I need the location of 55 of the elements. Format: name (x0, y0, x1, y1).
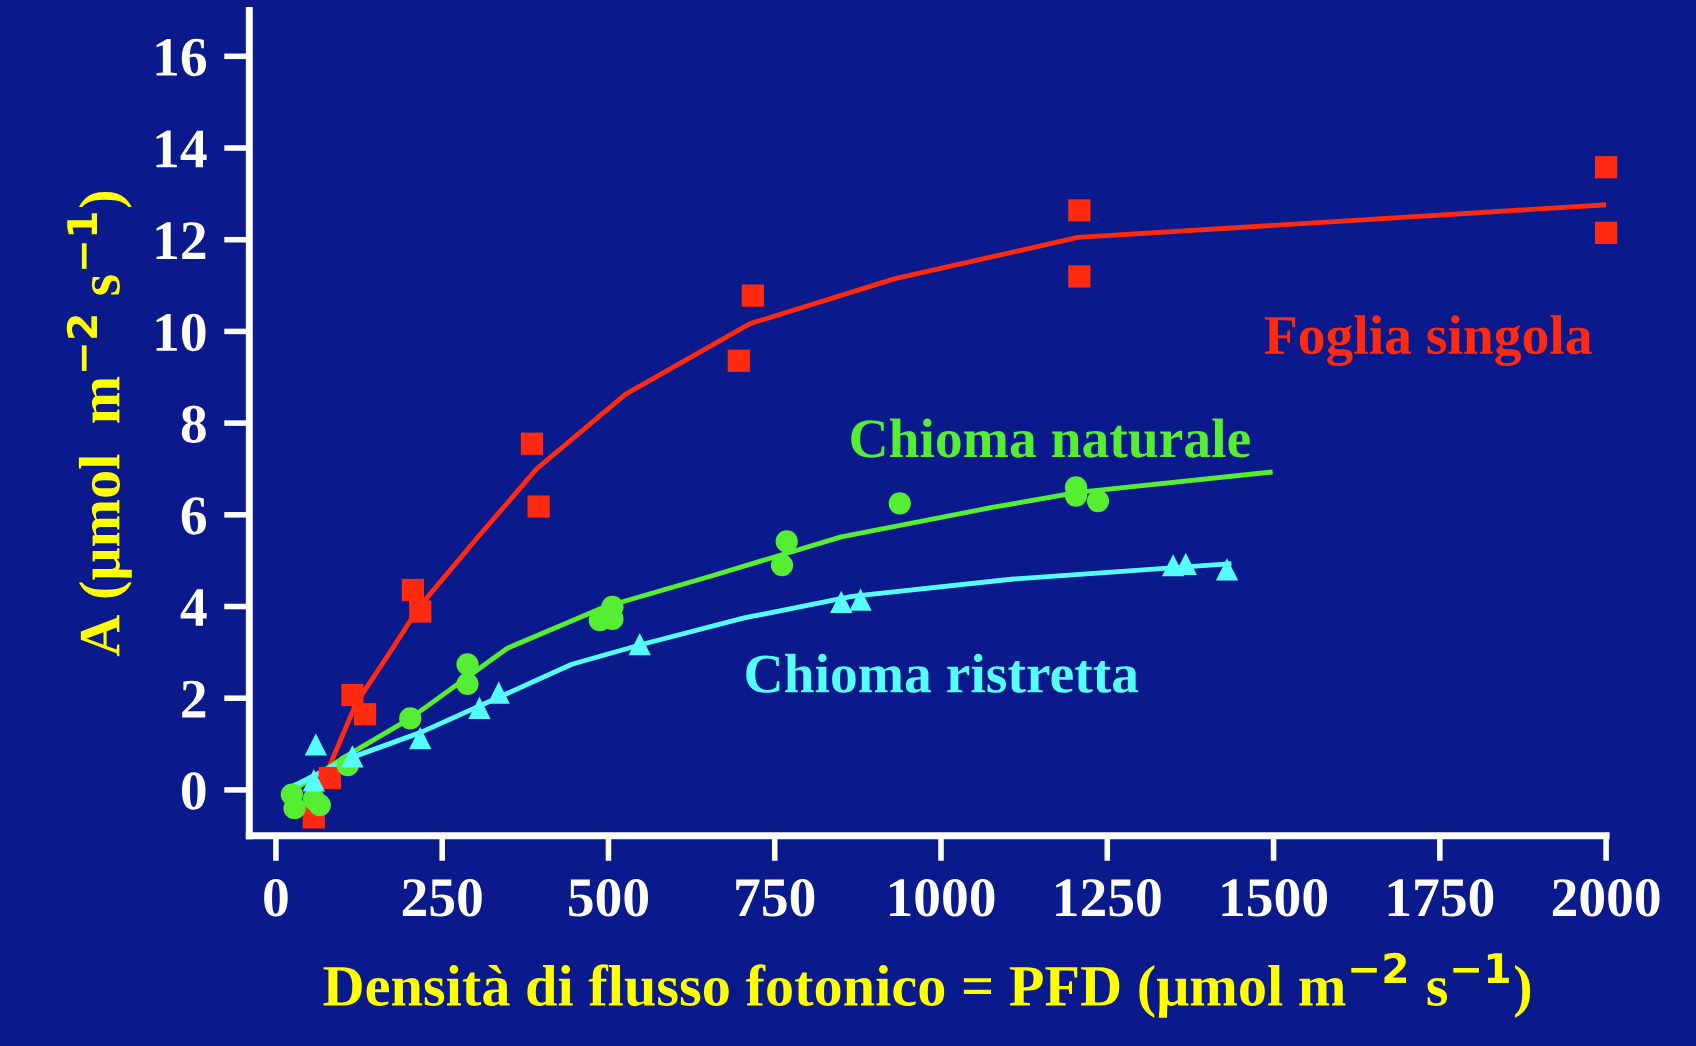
x-tick-label: 1000 (889, 879, 995, 917)
point (1086, 489, 1110, 513)
point (1595, 221, 1618, 244)
y-tick-label: 0 (181, 772, 206, 810)
y-tick-label: 2 (182, 680, 206, 718)
y-tick-label: 10 (156, 313, 206, 352)
point (849, 588, 872, 611)
x-tick-label: 2000 (1552, 879, 1660, 917)
point (399, 707, 422, 730)
x-tick-label: 500 (569, 879, 649, 917)
point (770, 554, 794, 577)
x-tick-label: 1500 (1222, 879, 1327, 917)
point (409, 726, 432, 750)
point (468, 696, 491, 719)
point (487, 681, 510, 704)
point (628, 632, 651, 656)
point (456, 672, 479, 696)
point (775, 530, 798, 553)
point (1068, 265, 1091, 288)
x-tick-label: 750 (736, 879, 815, 917)
series-label: Chioma naturale (851, 418, 1250, 458)
y-tick-label: 4 (180, 589, 207, 626)
point (409, 600, 432, 623)
y-tick-label: 12 (156, 222, 206, 259)
point (1595, 156, 1618, 179)
point (741, 284, 764, 307)
point (727, 349, 750, 372)
y-tick-label: 16 (156, 38, 207, 77)
y-tick-label: 14 (156, 130, 207, 168)
series-label: Foglia singola (1264, 315, 1592, 366)
x-tick-label: 0 (264, 879, 288, 917)
point (308, 793, 331, 817)
point (341, 745, 364, 768)
point (341, 683, 364, 707)
point (302, 769, 325, 792)
x-tick-label: 250 (402, 879, 482, 917)
y-tick-label: 6 (181, 497, 207, 535)
x-axis-title: Densità di flusso fotonico = PFD (μmol m$^{−2}$ s$^{−1}$) (323, 952, 1531, 1018)
point (283, 797, 306, 820)
y-axis-title: A (μmol m$^{−2}$ s$^{−1}$) (66, 192, 132, 657)
x-tick-label: 1250 (1056, 879, 1161, 917)
point (520, 432, 544, 455)
point (401, 578, 425, 602)
point (1215, 558, 1239, 581)
point (888, 492, 911, 515)
x-tick-label: 1750 (1388, 879, 1494, 917)
y-tick-label: 8 (181, 405, 206, 443)
series-label: Chioma ristretta (746, 653, 1139, 693)
point (1068, 199, 1091, 222)
point (318, 766, 341, 790)
point (353, 703, 377, 726)
point (304, 733, 327, 756)
point (527, 495, 550, 518)
point (456, 653, 479, 676)
point (830, 590, 853, 614)
